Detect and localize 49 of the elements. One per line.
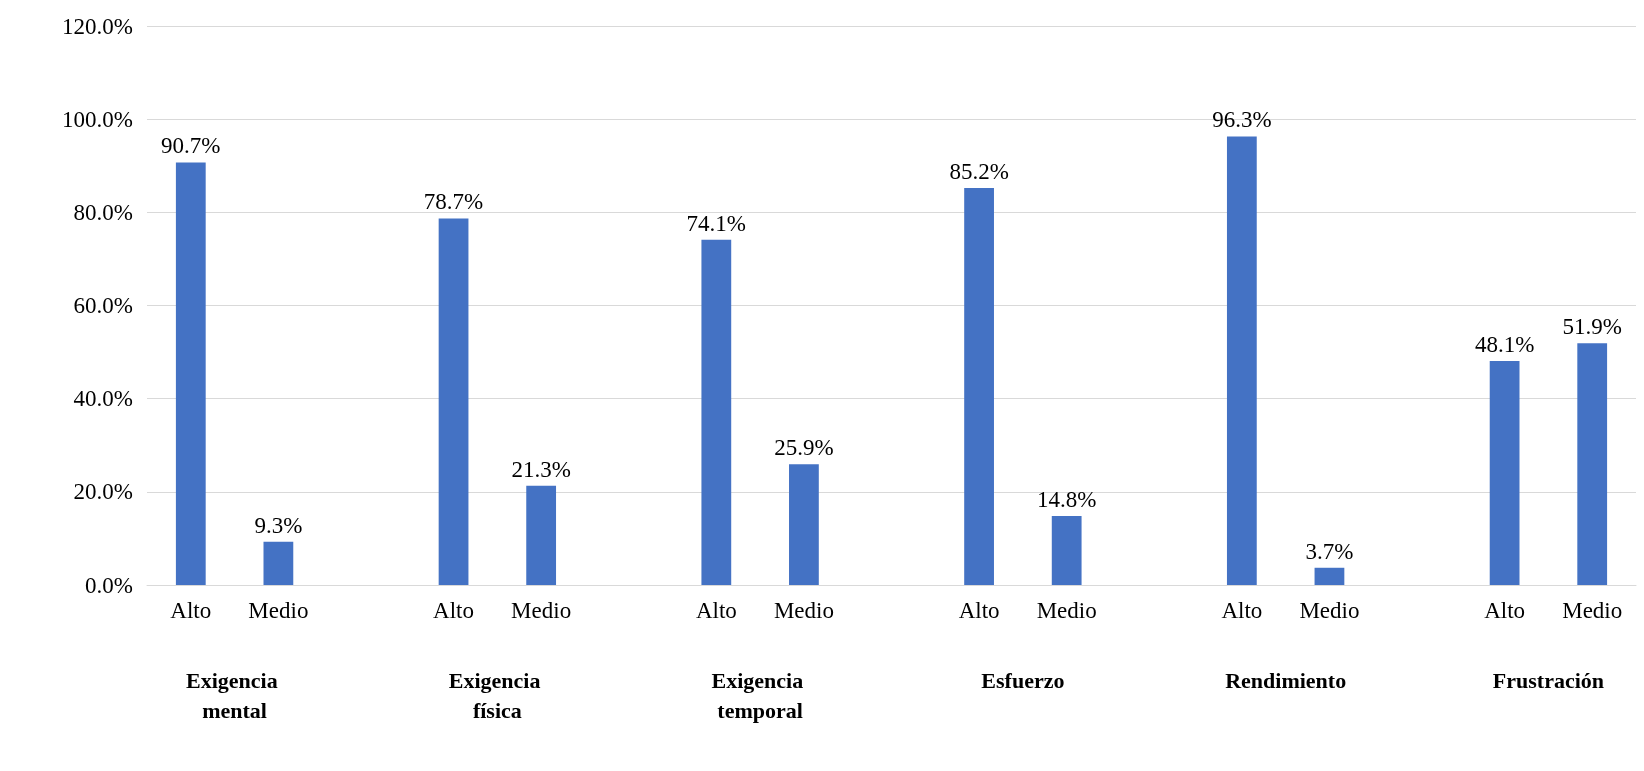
x-tick-label: Medio [1562, 598, 1623, 623]
bar [175, 162, 206, 585]
y-tick-label: 40.0% [73, 386, 133, 412]
x-tick-label: Alto [1484, 598, 1526, 623]
x-tick-label: Medio [248, 598, 309, 623]
bar [1489, 360, 1520, 585]
x-tick-label: Medio [511, 598, 572, 623]
text: Exigencia física [448, 667, 546, 723]
text: Frustración [1492, 667, 1605, 693]
data-label: 48.1% [1474, 331, 1535, 357]
x-tick-label: Alto [1221, 598, 1263, 623]
data-label: 9.3% [254, 512, 303, 538]
data-label: 85.2% [949, 159, 1009, 185]
x-tick-label: Alto [695, 598, 737, 623]
bar [438, 218, 469, 585]
data-label: 25.9% [774, 435, 834, 461]
y-tick-label: 120.0% [62, 13, 133, 39]
bar [789, 464, 819, 585]
bar [1226, 136, 1257, 585]
x-tick-label: Medio [1299, 598, 1360, 623]
bar [1577, 343, 1608, 585]
data-label: 21.3% [511, 456, 571, 482]
y-tick-label: 60.0% [73, 293, 133, 318]
data-label: 90.7% [161, 133, 221, 159]
x-tick-label: Medio [1036, 598, 1097, 623]
text: Rendimiento [1225, 667, 1347, 693]
text: Exigencia mental [186, 667, 284, 723]
text: Esfuerzo [981, 667, 1065, 693]
data-label: 3.7% [1305, 538, 1354, 564]
bar [1314, 567, 1345, 585]
x-tick-label: Alto [958, 598, 1000, 623]
x-tick-label: Medio [773, 598, 834, 623]
data-label: 74.1% [686, 210, 747, 236]
data-label: 51.9% [1562, 314, 1622, 340]
bar [1051, 516, 1082, 585]
bar [526, 485, 557, 585]
bar [701, 239, 732, 585]
bar [964, 188, 994, 585]
data-label: 96.3% [1212, 107, 1272, 133]
text: Exigencia temporal [711, 667, 809, 723]
y-tick-label: 0.0% [85, 572, 133, 598]
x-tick-label: Alto [170, 598, 212, 623]
data-label: 14.8% [1036, 487, 1097, 513]
data-label: 78.7% [423, 189, 484, 215]
y-tick-label: 100.0% [62, 106, 133, 132]
bar [263, 541, 294, 585]
x-tick-label: Alto [433, 598, 474, 623]
y-tick-label: 80.0% [73, 199, 133, 225]
y-tick-label: 20.0% [73, 479, 133, 505]
